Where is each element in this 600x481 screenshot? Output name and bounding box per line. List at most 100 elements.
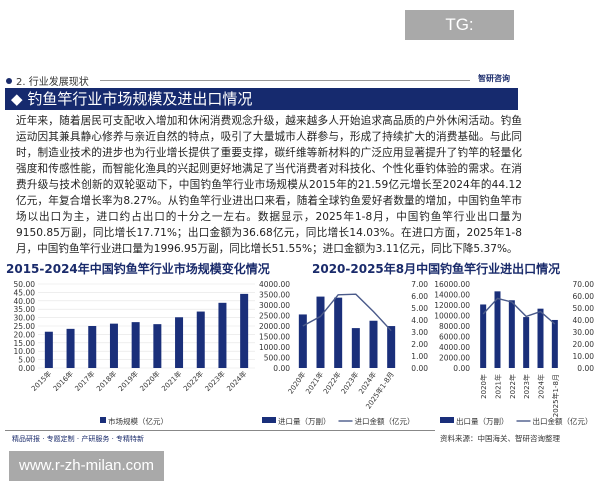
bar bbox=[88, 326, 97, 368]
y2-tick-label: 10.00 bbox=[573, 352, 595, 361]
bar bbox=[44, 331, 53, 368]
y-tick-label: 3000.00 bbox=[259, 301, 290, 310]
y2-tick-label: 70.00 bbox=[573, 280, 595, 289]
y2-tick-label: 60.00 bbox=[573, 292, 595, 301]
legend-label: 出口金额（亿元） bbox=[533, 416, 593, 426]
source-note: 资料来源：中国海关、智研咨询整理 bbox=[440, 434, 560, 443]
bar bbox=[109, 323, 118, 368]
x-tick-label: 2025年1-8月 bbox=[551, 374, 560, 417]
x-tick-label: 2020年 bbox=[479, 374, 488, 399]
y-tick-label: 500.00 bbox=[264, 354, 290, 363]
y-tick-label: 0.00 bbox=[18, 364, 35, 373]
brand-logo: 智研咨询 bbox=[478, 74, 510, 83]
y2-tick-label: 3.00 bbox=[411, 328, 428, 337]
bar bbox=[537, 308, 544, 368]
y2-tick-label: 40.00 bbox=[573, 316, 595, 325]
bar bbox=[480, 304, 487, 368]
legend-label: 进口量（万副） bbox=[278, 417, 331, 426]
y-tick-label: 2000.00 bbox=[259, 322, 290, 331]
y-tick-label: 12000.00 bbox=[434, 301, 470, 310]
page-title: 钓鱼竿行业市场规模及进出口情况 bbox=[27, 90, 253, 108]
y-tick-label: 15.00 bbox=[14, 339, 36, 348]
line-series bbox=[302, 293, 392, 332]
y-tick-label: 2000.00 bbox=[439, 354, 470, 363]
y-tick-label: 16000.00 bbox=[434, 280, 470, 289]
x-tick-label: 2018年 bbox=[94, 369, 118, 393]
bar bbox=[494, 291, 501, 368]
divider bbox=[5, 430, 435, 431]
x-tick-label: 2020年 bbox=[138, 369, 162, 393]
y-tick-label: 4000.00 bbox=[259, 280, 290, 289]
y-tick-label: 1000.00 bbox=[259, 343, 290, 352]
y-tick-label: 50.00 bbox=[14, 280, 36, 289]
chart2-title: 2020-2025年8月中国钓鱼竿行业进出口情况 bbox=[312, 262, 561, 276]
section-heading: 2. 行业发展现状 bbox=[6, 73, 89, 88]
y-tick-label: 14000.00 bbox=[434, 291, 470, 300]
y2-tick-label: 4.00 bbox=[411, 316, 428, 325]
y-tick-label: 45.00 bbox=[14, 288, 36, 297]
x-tick-label: 2021年 bbox=[160, 369, 184, 393]
x-tick-label: 2019年 bbox=[116, 369, 140, 393]
bar bbox=[153, 324, 162, 368]
footer-row: 精品研报 · 专题定制 · 产研服务 · 专精特新 资料来源：中国海关、智研咨询… bbox=[0, 431, 600, 445]
x-tick-label: 2017年 bbox=[73, 369, 97, 393]
title-bar: ◆ 钓鱼竿行业市场规模及进出口情况 bbox=[5, 88, 518, 110]
charts-section: 2015-2024年中国钓鱼竿行业市场规模变化情况 2020-2025年8月中国… bbox=[0, 261, 600, 445]
y2-tick-label: 5.00 bbox=[411, 304, 428, 313]
bar bbox=[131, 322, 140, 368]
chart1-title: 2015-2024年中国钓鱼竿行业市场规模变化情况 bbox=[6, 262, 270, 276]
x-tick-label: 2022年 bbox=[181, 369, 205, 393]
watermark-badge: TG: MYYJJPP bbox=[405, 10, 514, 64]
bar bbox=[551, 319, 558, 368]
y-tick-label: 0.00 bbox=[273, 364, 290, 373]
y-tick-label: 30.00 bbox=[14, 314, 36, 323]
bar bbox=[369, 320, 378, 368]
legend-label: 市场规模（亿元） bbox=[108, 416, 168, 426]
y-tick-label: 20.00 bbox=[14, 330, 36, 339]
bar bbox=[218, 302, 227, 368]
bar bbox=[508, 300, 515, 368]
y-tick-label: 35.00 bbox=[14, 305, 36, 314]
y-tick-label: 4000.00 bbox=[439, 343, 470, 352]
bar bbox=[196, 311, 205, 368]
chart-titles: 2015-2024年中国钓鱼竿行业市场规模变化情况 2020-2025年8月中国… bbox=[0, 261, 600, 278]
y-tick-label: 8000.00 bbox=[439, 322, 470, 331]
bar bbox=[334, 297, 343, 368]
section-label: 2. 行业发展现状 bbox=[16, 77, 89, 88]
y-tick-label: 25.00 bbox=[14, 322, 36, 331]
x-tick-label: 2021年 bbox=[494, 374, 503, 399]
footer-tagline: 精品研报 · 专题定制 · 产研服务 · 专精特新 bbox=[12, 435, 145, 443]
y2-tick-label: 0.00 bbox=[577, 364, 594, 373]
legend-bar-swatch bbox=[100, 417, 106, 423]
x-tick-label: 2022年 bbox=[508, 374, 517, 399]
y2-tick-label: 2.00 bbox=[411, 340, 428, 349]
bar bbox=[351, 328, 360, 368]
charts: 0.005.0010.0015.0020.0025.0030.0035.0040… bbox=[14, 280, 595, 426]
y-tick-label: 1500.00 bbox=[259, 333, 290, 342]
y-tick-label: 6000.00 bbox=[439, 333, 470, 342]
y2-tick-label: 20.00 bbox=[573, 340, 595, 349]
bar bbox=[66, 328, 75, 368]
watermark-url: www.r-zh-milan.com bbox=[9, 451, 164, 481]
legend-bar-swatch bbox=[262, 417, 276, 423]
y-tick-label: 5.00 bbox=[18, 356, 35, 365]
line-series bbox=[482, 297, 556, 325]
y2-tick-label: 50.00 bbox=[573, 304, 595, 313]
bar bbox=[298, 314, 307, 368]
bullet-icon bbox=[6, 77, 12, 84]
bar bbox=[175, 317, 184, 368]
x-tick-label: 2023年 bbox=[203, 369, 227, 393]
y2-tick-label: 7.00 bbox=[411, 280, 428, 289]
diamond-icon: ◆ bbox=[11, 90, 28, 108]
y-tick-label: 10000.00 bbox=[434, 312, 470, 321]
bar bbox=[316, 296, 325, 368]
y2-tick-label: 6.00 bbox=[411, 292, 428, 301]
body-paragraph: 近年来，随着居民可支配收入增加和休闲消费观念升级，越来越多人开始追求高品质的户外… bbox=[16, 115, 522, 255]
y-tick-label: 0.00 bbox=[453, 364, 470, 373]
y-tick-label: 3500.00 bbox=[259, 291, 290, 300]
x-tick-label: 2023年 bbox=[522, 374, 531, 399]
x-tick-label: 2024年 bbox=[225, 369, 249, 393]
legend-bar-swatch bbox=[440, 417, 454, 423]
legend-label: 进口金额（亿元） bbox=[355, 416, 415, 426]
y2-tick-label: 30.00 bbox=[573, 328, 595, 337]
